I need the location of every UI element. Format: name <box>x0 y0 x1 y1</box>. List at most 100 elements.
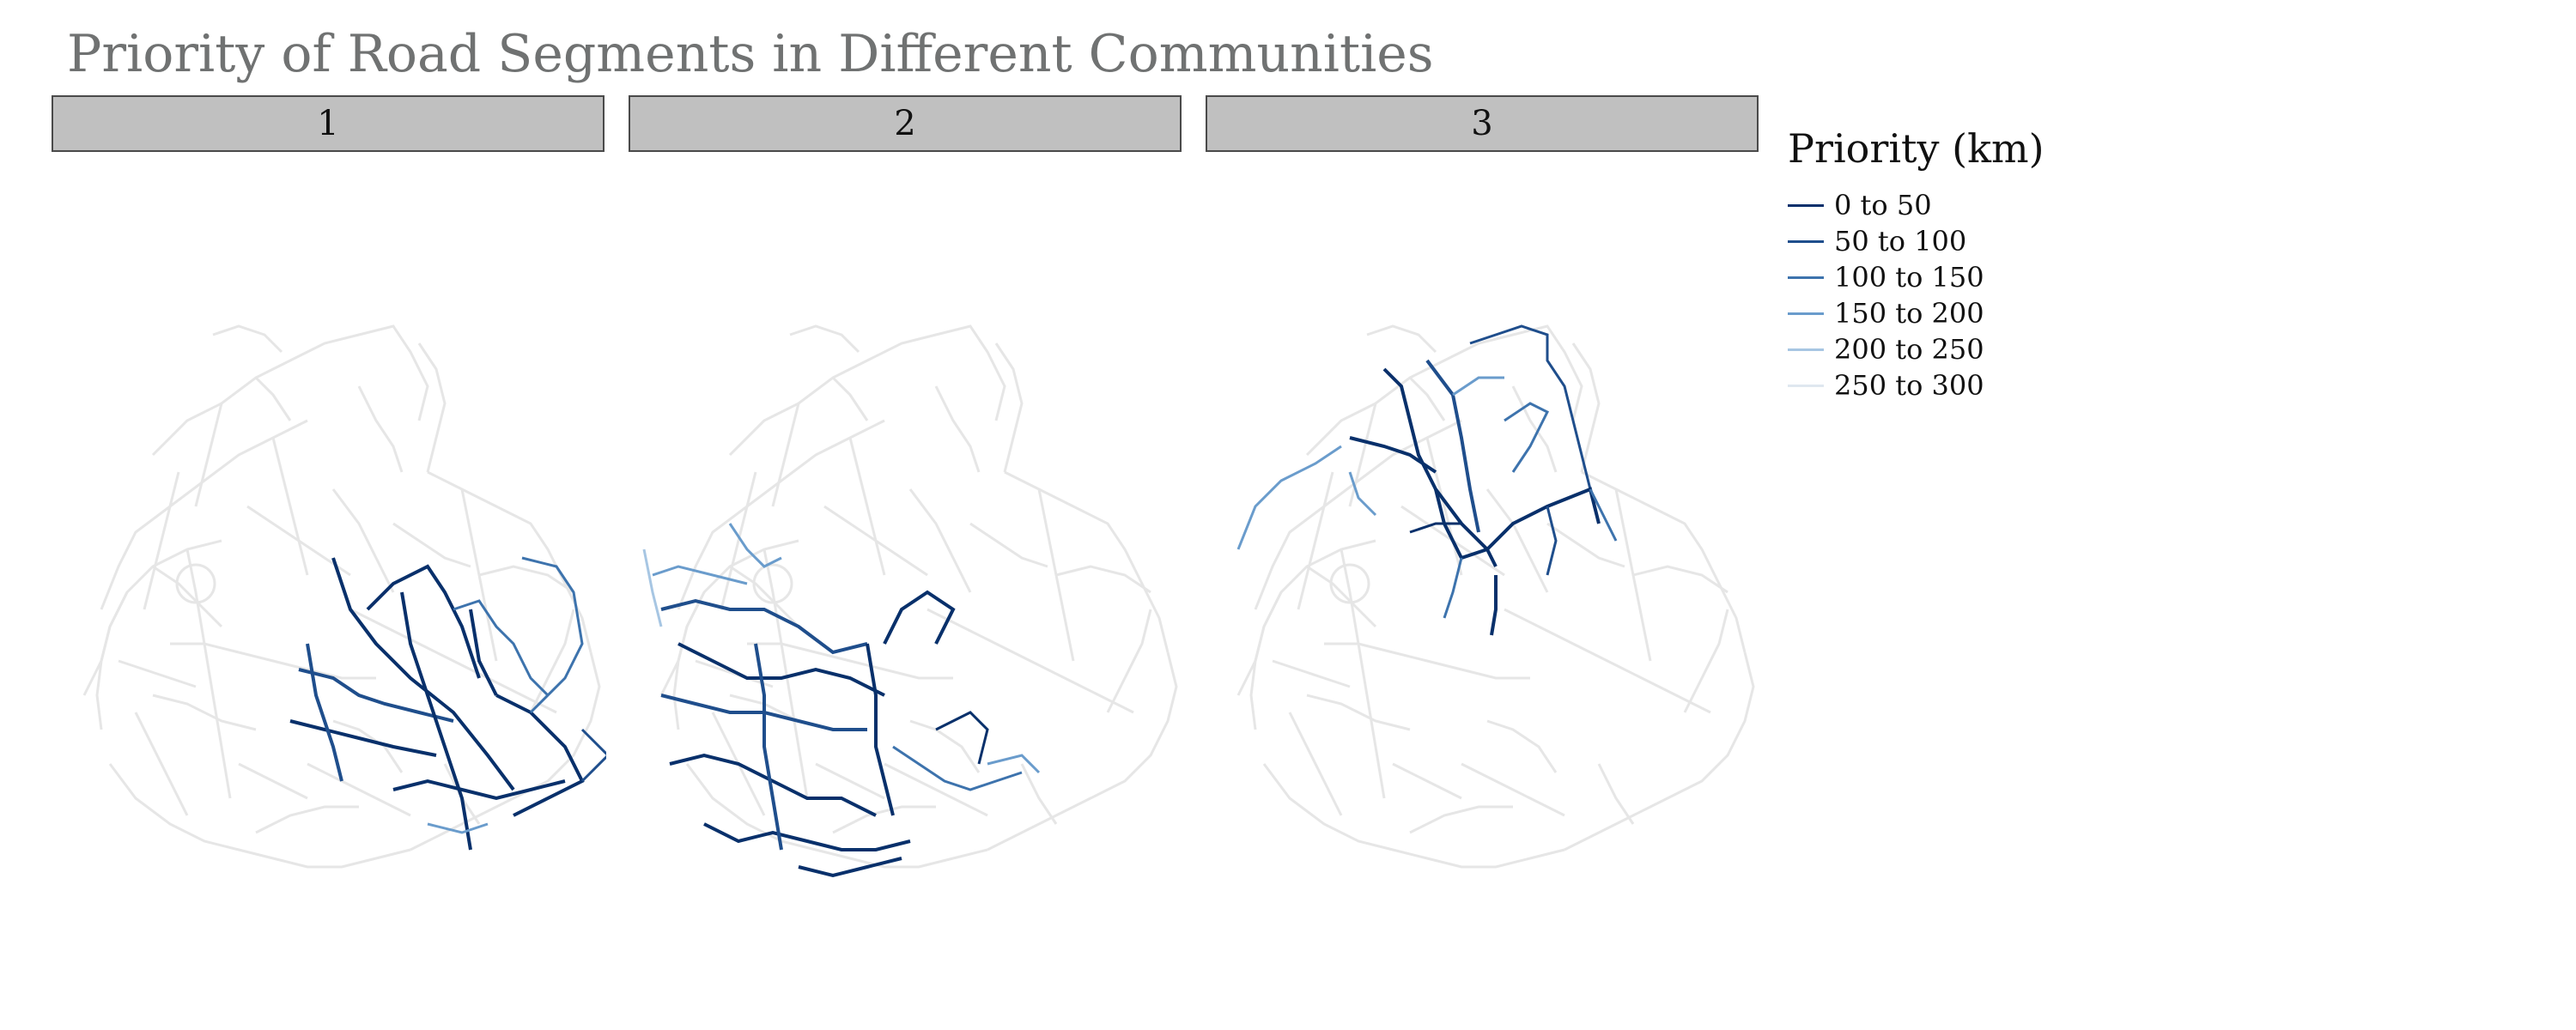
background-road <box>909 719 981 773</box>
background-road <box>143 471 180 610</box>
background-road <box>307 762 411 817</box>
background-road <box>1564 651 1755 851</box>
facet-strip-2: 2 <box>629 95 1182 152</box>
priority-road <box>1546 506 1558 576</box>
background-road <box>529 609 575 713</box>
background-road <box>1324 642 1530 680</box>
background-road <box>1306 694 1411 731</box>
background-road <box>1511 385 1558 473</box>
background-road <box>271 437 309 576</box>
legend-swatch <box>1788 276 1824 279</box>
background-road <box>1392 762 1462 800</box>
priority-road <box>883 590 956 645</box>
legend-item: 200 to 250 <box>1788 331 2044 367</box>
map-panel-3 <box>1204 163 1760 901</box>
priority-road <box>669 753 877 817</box>
facet-strip-1: 1 <box>52 95 605 152</box>
background-road <box>1425 437 1463 576</box>
background-roundabout <box>175 563 216 604</box>
background-road <box>1249 591 1283 730</box>
priority-road <box>660 598 868 655</box>
legend-swatch <box>1788 239 1824 243</box>
background-road <box>238 762 308 800</box>
background-road <box>1254 419 1462 610</box>
background-road <box>729 565 800 628</box>
priority-road <box>703 822 911 851</box>
legend-label: 100 to 150 <box>1834 261 1984 294</box>
background-road <box>1340 548 1386 799</box>
facet-strip-label: 1 <box>317 104 339 143</box>
legend-swatch <box>1788 203 1824 207</box>
priority-road <box>521 556 584 714</box>
background-road <box>1004 470 1170 653</box>
facet-strip-label: 2 <box>894 104 916 143</box>
background-road <box>1055 565 1151 594</box>
background-road <box>934 385 981 473</box>
legend-swatch <box>1788 312 1824 315</box>
background-road <box>427 470 592 653</box>
background-road <box>771 403 800 507</box>
background-road <box>969 522 1048 568</box>
priority-road <box>987 754 1041 774</box>
background-road-network <box>1236 324 1755 869</box>
priority-road <box>331 557 515 791</box>
priority-road <box>1589 488 1618 542</box>
background-road <box>246 505 351 577</box>
background-road <box>417 342 447 473</box>
priority-road <box>289 719 437 757</box>
background-road <box>1366 324 1437 354</box>
background-road <box>762 548 809 799</box>
background-road <box>1409 805 1513 834</box>
legend: Priority (km) 0 to 50 50 to 100 100 to 1… <box>1788 125 2044 403</box>
background-road <box>170 642 376 680</box>
legend-item: 250 to 300 <box>1788 367 2044 403</box>
priority-road <box>1452 376 1504 397</box>
facet-strip-3: 3 <box>1206 95 1759 152</box>
background-road <box>212 324 283 354</box>
background-road <box>789 324 860 354</box>
priority-road <box>1485 487 1601 551</box>
priority-road <box>652 565 748 585</box>
legend-label: 200 to 250 <box>1834 333 1984 366</box>
legend-label: 150 to 200 <box>1834 297 1984 330</box>
map-panel-1 <box>50 163 606 901</box>
background-road <box>185 548 232 799</box>
background-roundabout <box>752 563 793 604</box>
priority-road <box>469 609 498 696</box>
background-road <box>728 324 1006 457</box>
background-road-network <box>659 324 1178 869</box>
background-road <box>1486 719 1558 773</box>
background-road <box>255 805 359 834</box>
priority-road <box>1434 488 1488 560</box>
background-roundabout <box>1329 563 1370 604</box>
highlighted-roads-community-1 <box>289 556 606 851</box>
background-road <box>908 488 972 593</box>
background-road <box>254 376 292 421</box>
background-road <box>100 419 308 610</box>
legend-swatch <box>1788 384 1824 387</box>
background-road <box>987 651 1178 851</box>
priority-road <box>495 694 585 817</box>
background-road <box>994 342 1024 473</box>
priority-road <box>1409 522 1461 534</box>
priority-road <box>1504 402 1550 473</box>
background-road <box>1348 403 1377 507</box>
priority-road <box>1443 557 1463 619</box>
map-1-svg <box>82 324 606 869</box>
background-road <box>927 608 1134 714</box>
background-road <box>848 437 886 576</box>
legend-item: 50 to 100 <box>1788 223 2044 259</box>
priority-road <box>642 548 663 627</box>
priority-road <box>798 857 902 878</box>
background-road <box>134 712 189 816</box>
background-road <box>194 403 223 507</box>
background-road <box>1305 324 1583 457</box>
highlighted-roads-community-2 <box>642 523 1041 878</box>
priority-road <box>1348 471 1377 517</box>
background-road <box>672 591 706 730</box>
legend-title: Priority (km) <box>1788 125 2044 172</box>
background-road <box>1262 763 1565 869</box>
background-road <box>1106 609 1152 713</box>
legend-label: 0 to 50 <box>1834 189 1932 221</box>
background-road <box>1571 342 1601 473</box>
